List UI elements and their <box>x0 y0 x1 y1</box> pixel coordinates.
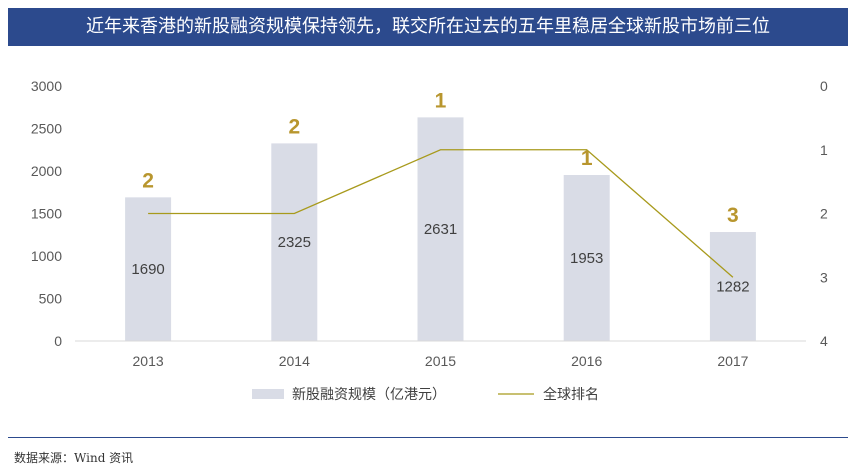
left-tick-label: 2500 <box>31 121 62 137</box>
x-tick-label: 2015 <box>425 353 456 369</box>
source-divider <box>8 437 848 438</box>
legend-bar-label: 新股融资规模（亿港元） <box>292 387 446 403</box>
bar <box>271 143 318 341</box>
rank-line <box>148 149 734 278</box>
rank-label: 3 <box>727 204 739 227</box>
right-tick-label: 1 <box>820 142 828 158</box>
x-tick-label: 2013 <box>133 353 164 369</box>
left-tick-label: 500 <box>39 291 63 307</box>
left-axis-ticks: 0 500 1000 1500 2000 2500 3000 <box>31 78 62 349</box>
rank-label: 2 <box>288 115 300 138</box>
bar <box>563 174 610 341</box>
bar <box>709 232 756 341</box>
bar-value-label: 2325 <box>278 234 311 251</box>
bar <box>417 117 464 342</box>
legend-line-label: 全球排名 <box>543 386 599 403</box>
right-axis-ticks: 0 1 2 3 4 <box>820 78 828 349</box>
right-tick-label: 3 <box>820 269 828 285</box>
legend-bar-swatch <box>252 389 284 399</box>
right-tick-label: 0 <box>820 78 828 94</box>
bar <box>125 197 172 341</box>
right-tick-label: 4 <box>820 333 828 349</box>
left-tick-label: 2000 <box>31 163 62 179</box>
x-tick-label: 2017 <box>717 353 748 369</box>
bar-value-label: 2631 <box>424 221 457 238</box>
chart-title: 近年来香港的新股融资规模保持领先，联交所在过去的五年里稳居全球新股市场前三位 <box>8 8 848 46</box>
legend: 新股融资规模（亿港元） 全球排名 <box>252 386 599 403</box>
x-tick-label: 2016 <box>571 353 602 369</box>
x-axis-ticks: 2013 2014 2015 2016 2017 <box>133 353 749 369</box>
left-tick-label: 1000 <box>31 248 62 264</box>
bar-value-labels: 1690 2325 2631 1953 1282 <box>131 221 749 295</box>
x-tick-label: 2014 <box>279 353 310 369</box>
right-tick-label: 2 <box>820 206 828 222</box>
source-note: 数据来源：Wind 资讯 <box>14 451 134 465</box>
bar-value-label: 1282 <box>716 279 749 296</box>
bar-value-label: 1953 <box>570 250 603 267</box>
left-tick-label: 3000 <box>31 78 62 94</box>
bar-value-label: 1690 <box>131 261 164 278</box>
left-tick-label: 0 <box>54 333 62 349</box>
rank-label: 2 <box>142 169 154 192</box>
rank-labels: 2 2 1 1 3 <box>142 89 738 227</box>
left-tick-label: 1500 <box>31 206 62 222</box>
bar-series <box>125 117 756 342</box>
rank-label: 1 <box>435 89 447 112</box>
rank-label: 1 <box>581 147 593 170</box>
